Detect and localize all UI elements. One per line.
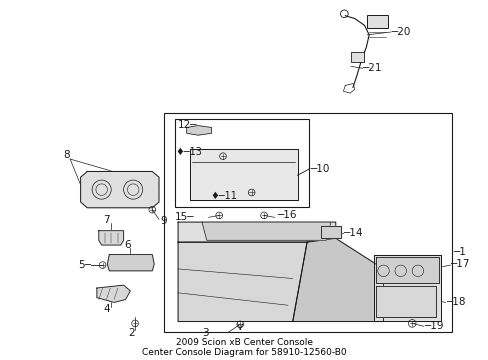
Polygon shape xyxy=(97,285,130,302)
Bar xyxy=(350,52,364,62)
Polygon shape xyxy=(202,222,330,240)
Polygon shape xyxy=(99,231,123,245)
Polygon shape xyxy=(189,149,297,200)
Text: 7: 7 xyxy=(103,215,109,225)
Text: ─18: ─18 xyxy=(445,297,464,307)
Polygon shape xyxy=(373,255,440,321)
Text: ─21: ─21 xyxy=(362,63,381,73)
Text: 2009 Scion xB Center Console
Center Console Diagram for 58910-12560-B0: 2009 Scion xB Center Console Center Cons… xyxy=(142,338,346,357)
Text: ♦─13: ♦─13 xyxy=(175,147,202,157)
Text: 9: 9 xyxy=(160,216,166,226)
Text: 4: 4 xyxy=(103,304,109,314)
Text: 3─: 3─ xyxy=(202,328,214,338)
Text: 5─: 5─ xyxy=(78,260,90,270)
Text: 2: 2 xyxy=(128,328,134,338)
Bar xyxy=(163,113,451,332)
Polygon shape xyxy=(178,242,306,321)
Polygon shape xyxy=(178,222,335,242)
Polygon shape xyxy=(321,226,340,238)
Polygon shape xyxy=(186,126,211,135)
Text: ─20: ─20 xyxy=(390,27,410,37)
Text: ─10: ─10 xyxy=(309,163,328,174)
Polygon shape xyxy=(292,238,383,321)
Bar xyxy=(366,15,387,28)
Text: ─16: ─16 xyxy=(277,211,296,220)
Polygon shape xyxy=(81,171,159,208)
Text: ─19: ─19 xyxy=(423,321,442,331)
Text: 8: 8 xyxy=(63,150,69,160)
Bar xyxy=(175,119,308,207)
Text: 15─: 15─ xyxy=(175,212,194,222)
Polygon shape xyxy=(375,257,438,283)
Polygon shape xyxy=(375,286,435,317)
Text: ─14: ─14 xyxy=(343,228,362,238)
Text: ─17: ─17 xyxy=(449,259,469,269)
Polygon shape xyxy=(107,255,154,271)
Text: ─1: ─1 xyxy=(452,247,465,257)
Text: 12─: 12─ xyxy=(178,120,197,130)
Text: ♦─11: ♦─11 xyxy=(210,191,237,201)
Text: 6: 6 xyxy=(124,240,130,250)
